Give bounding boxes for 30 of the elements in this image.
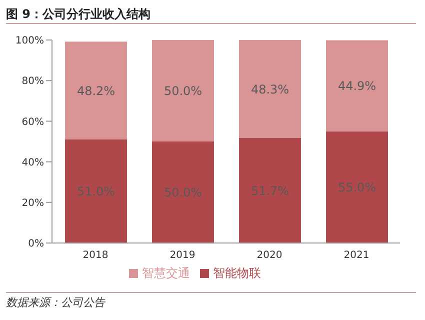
y-tick-label: 60% xyxy=(22,116,44,128)
x-tick-label: 2019 xyxy=(170,250,196,262)
data-label: 51.7% xyxy=(250,184,290,198)
y-tick-label: 100% xyxy=(15,36,44,47)
data-label: 50.0% xyxy=(164,186,202,200)
x-tick-label: 2018 xyxy=(82,250,108,262)
bar xyxy=(65,42,127,140)
bar xyxy=(152,142,214,243)
data-label: 48.3% xyxy=(250,82,290,96)
legend-label: 智能物联 xyxy=(213,266,261,280)
data-label: 44.9% xyxy=(338,79,376,94)
bar xyxy=(326,40,388,132)
bar xyxy=(239,40,301,138)
y-tick-label: 40% xyxy=(22,157,44,168)
bar xyxy=(239,138,301,243)
chart-title: 图 9：公司分行业收入结构 xyxy=(6,6,416,24)
bar xyxy=(152,40,214,142)
data-label: 48.2% xyxy=(76,84,116,98)
data-label: 51.0% xyxy=(76,184,116,198)
data-label: 50.0% xyxy=(164,84,202,98)
x-tick-label: 2021 xyxy=(344,250,370,262)
legend-label: 智慧交通 xyxy=(142,266,190,280)
bar xyxy=(65,139,127,243)
source-note: 数据来源：公司公告 xyxy=(6,292,416,310)
y-tick-label: 0% xyxy=(28,238,44,250)
data-label: 55.0% xyxy=(338,180,376,194)
y-tick-label: 20% xyxy=(22,198,44,209)
bar xyxy=(326,131,388,243)
y-tick-label: 80% xyxy=(22,76,44,88)
x-tick-label: 2020 xyxy=(256,250,282,262)
